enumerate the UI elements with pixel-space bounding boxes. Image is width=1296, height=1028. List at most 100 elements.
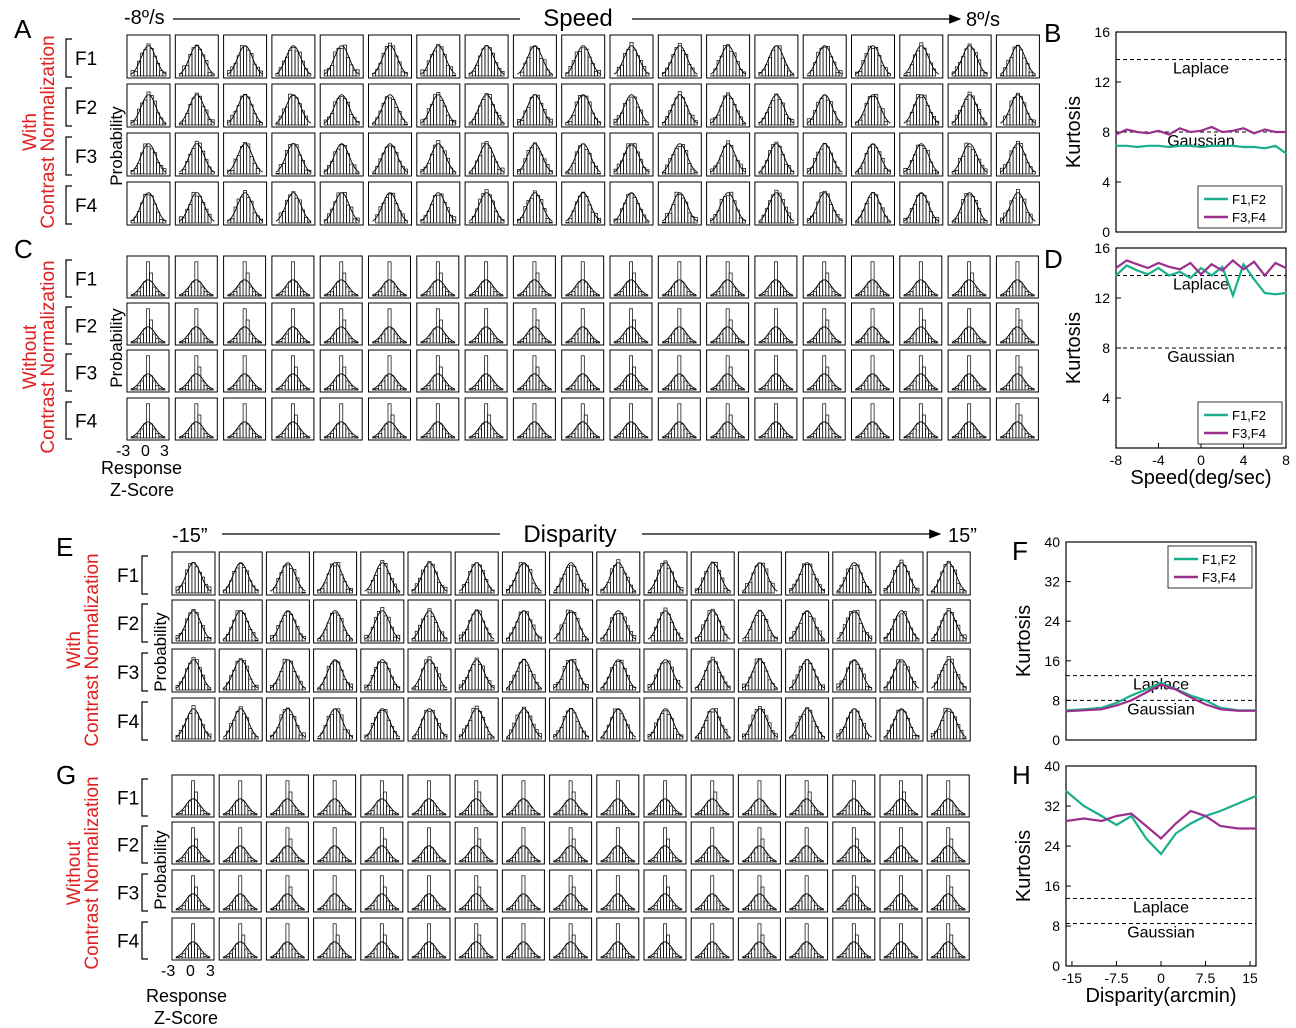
chart-b-series-1-point: [1168, 146, 1170, 148]
chart-d-ref-label-laplace: Laplace: [1173, 277, 1229, 294]
chart-h-series-2-point: [1174, 822, 1177, 825]
chart-b-series-2-point: [1178, 127, 1181, 130]
chart-b-series-2-point: [1115, 133, 1117, 136]
disparity-without-hist-r1-c13: [737, 774, 781, 818]
disparity-without-hist-r4-c4: [313, 917, 357, 961]
speed-without-hist-r1-c15: [802, 255, 846, 299]
chart-d-series-2-point: [1274, 262, 1277, 264]
speed-with-hist-r1-c1: [126, 34, 171, 79]
probability-labels: Probability Probability Probability Prob…: [107, 106, 170, 910]
disparity-with-row-label-f1: F1: [117, 566, 139, 587]
disparity-without-hist-r1-c4: [313, 774, 357, 818]
chart-d-series-1-point: [1210, 274, 1213, 277]
speed-with-hist-r2-c11: [609, 83, 654, 128]
chart-b-series-2-point: [1210, 126, 1213, 128]
chart-d-series-1-point: [1125, 264, 1128, 267]
disparity-without-hist-r3-c13: [737, 869, 781, 913]
chart-b-series-1-point: [1200, 146, 1202, 148]
chart-d-series-1-point: [1221, 265, 1224, 268]
disparity-without-row-bracket-3: [141, 873, 148, 912]
chart-b-series-2-point: [1263, 128, 1266, 131]
disparity-without-row-bracket-4: [141, 921, 148, 960]
disparity-without-hist-r3-c10: [596, 869, 640, 913]
chart-f-series-1-point: [1145, 688, 1148, 691]
disparity-without-hist-r1-c12: [690, 774, 734, 818]
chart-d-legend-label-1: F1,F2: [1232, 408, 1266, 423]
speed-with-hist-r2-c19: [995, 83, 1040, 128]
disparity-without-hist-r1-c10: [596, 774, 640, 818]
speed-without-row-bracket-4: [65, 401, 72, 440]
disparity-with-hist-r2-c16: [879, 599, 924, 644]
disparity-without-hist-r1-c6: [407, 774, 451, 818]
disparity-without-hist-r3-c6: [407, 869, 451, 913]
speed-with-hist-r3-c14: [754, 132, 799, 177]
speed-tick-m3: -3: [116, 443, 130, 460]
speed-with-hist-r1-c16: [851, 34, 895, 79]
speed-without-hist-r3-c1: [126, 349, 170, 393]
speed-with-hist-r4-c6: [368, 181, 412, 226]
disparity-without-hist-r3-c1: [171, 869, 215, 913]
disparity-without-hist-r3-c9: [549, 869, 593, 913]
disparity-without-hist-r4-c7: [454, 917, 498, 961]
speed-without-row-bracket-2: [65, 306, 72, 345]
chart-h-series-1-point: [1082, 805, 1085, 807]
speed-with-row-label-f3: F3: [75, 147, 97, 168]
chart-d-series-1-point: [1285, 292, 1287, 294]
speed-without-hist-r3-c9: [512, 349, 556, 393]
disparity-with-hist-r4-c17: [926, 697, 971, 742]
chart-f-series-2-point: [1115, 704, 1118, 707]
disparity-with-hist-r3-c16: [879, 648, 924, 693]
disparity-with-hist-r1-c14: [785, 551, 830, 596]
speed-with-hist-r4-c16: [851, 181, 895, 226]
speed-zscore-label: Z-Score: [110, 480, 174, 500]
disparity-with-probability-label: Probability: [151, 612, 170, 692]
disparity-with-hist-r4-c1: [171, 697, 216, 742]
disparity-without-label: Without: [64, 840, 85, 905]
disparity-without-hist-r2-c14: [785, 821, 829, 865]
disparity-without-hist-r2-c7: [454, 821, 498, 865]
disparity-with-hist-r2-c10: [596, 599, 641, 644]
disparity-with-hist-r2-c14: [785, 599, 830, 644]
speed-without-hist-r2-c19: [995, 302, 1039, 346]
speed-with-row-label-f2: F2: [75, 98, 97, 119]
disparity-right-label: 15”: [948, 525, 977, 547]
speed-without-hist-r2-c8: [464, 302, 508, 346]
chart-f-series-2-point: [1130, 699, 1133, 702]
chart-d-series-2-point: [1125, 259, 1128, 262]
chart-b-ytick-label: 0: [1102, 224, 1110, 240]
chart-f-ytick-label: 24: [1044, 613, 1060, 629]
disparity-without-row-label-f4: F4: [117, 932, 140, 953]
disparity-without-hist-r2-c12: [690, 821, 734, 865]
disparity-without-hist-r4-c13: [737, 917, 781, 961]
chart-h-xtick-label: 15: [1242, 970, 1258, 986]
speed-without-hist-r1-c7: [416, 255, 460, 299]
disparity-tick-0: 0: [186, 963, 195, 980]
speed-without-hist-r2-c14: [754, 302, 798, 346]
chart-d-series-2-point: [1157, 262, 1160, 264]
disparity-without-hist-r3-c4: [313, 869, 357, 913]
chart-h-ytick-label: 8: [1052, 918, 1060, 934]
disparity-without-hist-r4-c11: [643, 917, 687, 961]
chart-h-series-2-point: [1100, 820, 1103, 822]
speed-with-hist-r1-c10: [561, 34, 606, 79]
chart-h-series-2-point: [1204, 815, 1207, 817]
disparity-with-hist-r4-c16: [879, 697, 924, 742]
chart-b-ref-label-laplace: Laplace: [1173, 61, 1229, 78]
speed-without-hist-r1-c16: [851, 255, 894, 299]
disparity-without-hist-r4-c12: [690, 917, 734, 961]
chart-h-series-2-point: [1065, 820, 1067, 822]
chart-h-series-1-point: [1065, 790, 1067, 792]
chart-f-legend-label-2: F3,F4: [1202, 570, 1236, 585]
speed-without-hist-r1-c8: [464, 255, 508, 299]
speed-without-hist-r4-c8: [464, 397, 508, 441]
chart-b-series-1-point: [1253, 146, 1255, 148]
speed-without-probability-label: Probability: [107, 308, 126, 388]
chart-f-ytick-label: 32: [1044, 574, 1060, 590]
disparity-with-hist-r3-c7: [454, 648, 499, 693]
disparity-with-row-bracket-1: [141, 555, 148, 595]
chart-d-series-2-point: [1189, 262, 1192, 264]
chart-f-series-2-point: [1189, 696, 1192, 699]
speed-with-hist-r2-c13: [706, 83, 751, 128]
speed-with-hist-r1-c17: [899, 34, 944, 79]
chart-b-series-1-point: [1263, 147, 1266, 150]
